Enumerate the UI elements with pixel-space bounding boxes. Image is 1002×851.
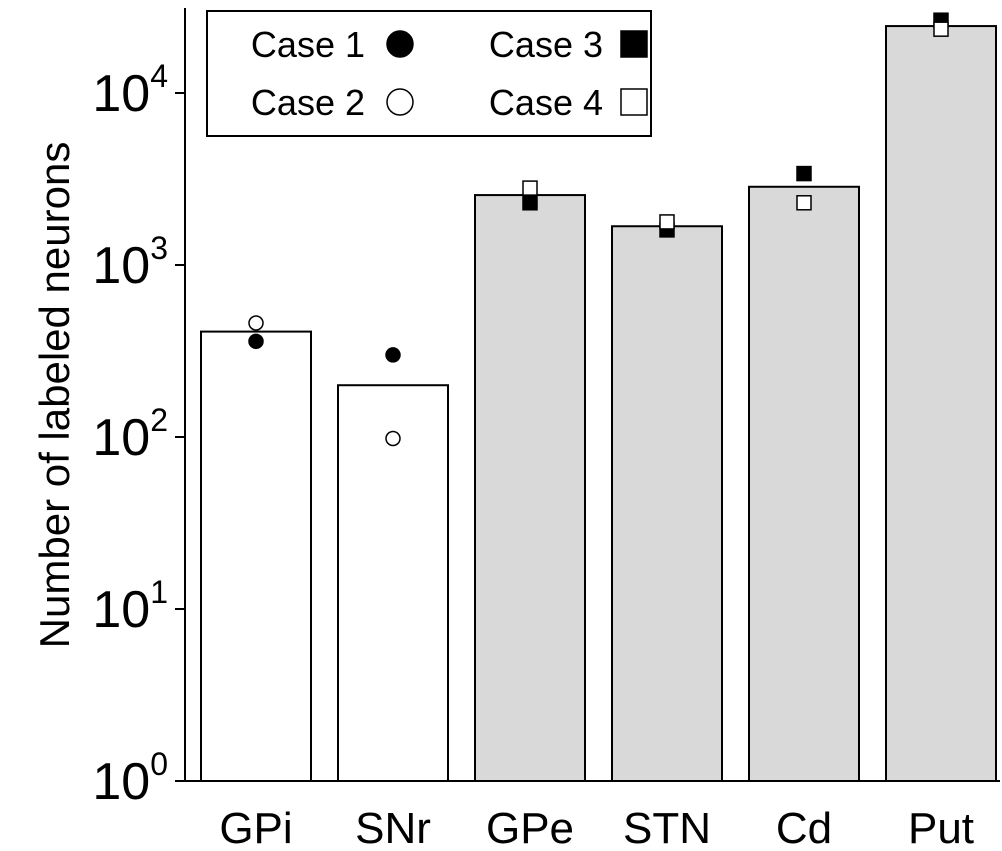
bar-gpi [200, 330, 312, 782]
marker-case-4-gpe [522, 180, 538, 196]
legend-label-case-1: Case 1 [251, 24, 365, 65]
marker-case-4-put [933, 21, 949, 37]
marker-case-2-gpi [248, 315, 264, 331]
y-tick-label-2: 102 [92, 402, 168, 467]
y-tick-label-4: 104 [92, 58, 168, 123]
y-tick-label-3: 103 [92, 230, 168, 295]
legend-marker-case-2 [386, 88, 414, 116]
x-label-snr: SNr [355, 804, 431, 851]
legend: Case 1 Case 3 Case 2 Case 4 [206, 10, 652, 137]
marker-case-3-gpe [522, 195, 538, 211]
marker-case-1-gpi [248, 333, 264, 350]
bar-put [885, 25, 997, 783]
legend-box [206, 10, 652, 137]
legend-label-case-4: Case 4 [489, 82, 603, 123]
legend-marker-case-3 [620, 30, 648, 58]
legend-marker-case-4 [620, 88, 648, 116]
bar-gpe [474, 194, 586, 783]
y-tick-label-0: 100 [92, 746, 168, 811]
x-label-gpi: GPi [219, 804, 292, 851]
bar-stn [611, 225, 723, 782]
legend-label-case-2: Case 2 [251, 82, 365, 123]
marker-case-1-snr [385, 347, 401, 363]
bar-cd [748, 185, 860, 783]
marker-case-4-stn [659, 214, 675, 230]
legend-marker-case-1 [386, 30, 414, 58]
y-axis-ticks: 100 101 102 103 104 [92, 58, 185, 811]
bars [200, 25, 997, 783]
marker-case-2-snr [385, 430, 401, 447]
legend-label-case-3: Case 3 [489, 24, 603, 65]
marker-case-4-cd [796, 195, 812, 211]
marker-case-3-cd [796, 165, 812, 182]
x-label-stn: STN [623, 804, 711, 851]
x-axis-labels: GPi SNr GPe STN Cd Put [219, 804, 974, 851]
x-label-cd: Cd [776, 804, 832, 851]
y-tick-label-1: 101 [92, 574, 168, 639]
x-label-put: Put [908, 804, 974, 851]
x-label-gpe: GPe [486, 804, 574, 851]
legend-entries: Case 1 Case 3 Case 2 Case 4 [251, 24, 648, 123]
y-axis-label: Number of labeled neurons [31, 142, 78, 649]
bar-snr [337, 384, 449, 782]
data-markers [248, 12, 949, 447]
